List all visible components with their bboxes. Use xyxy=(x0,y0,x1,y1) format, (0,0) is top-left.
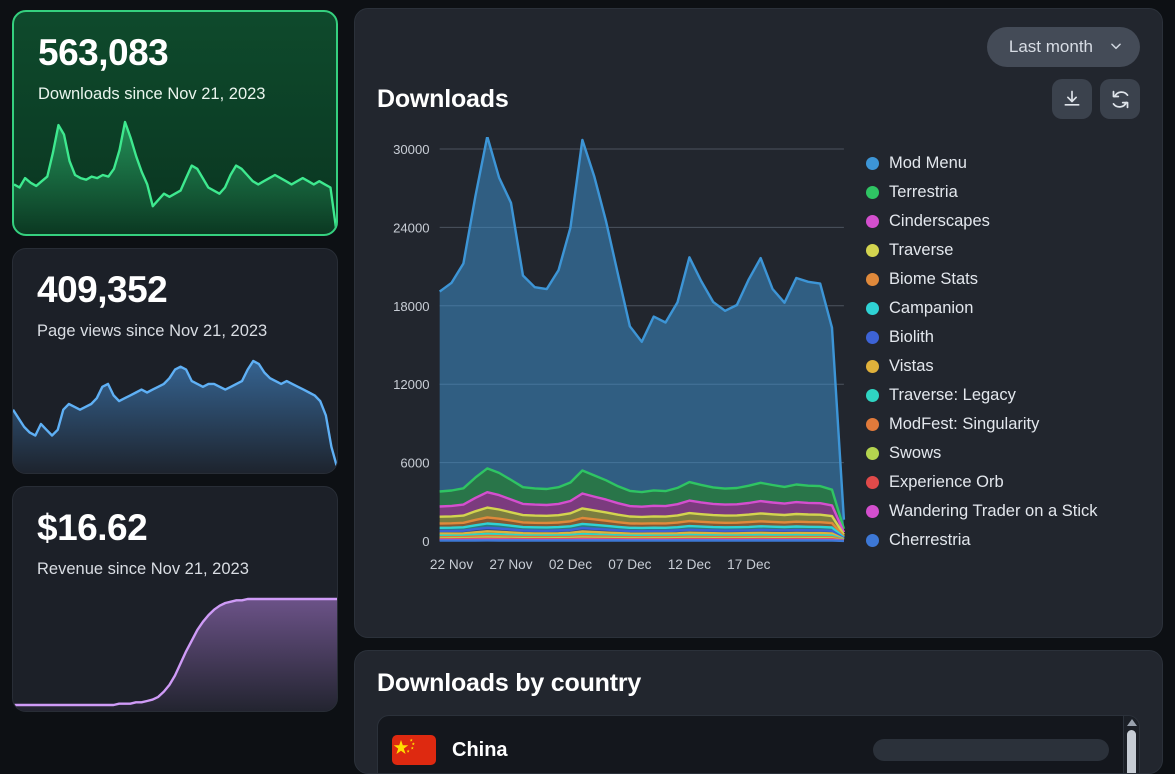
legend-item-experience-orb[interactable]: Experience Orb xyxy=(866,468,1140,497)
country-list: China xyxy=(378,716,1123,773)
svg-text:17 Dec: 17 Dec xyxy=(727,557,770,572)
legend-color-dot-icon xyxy=(866,505,879,518)
stat-label-revenue: Revenue since Nov 21, 2023 xyxy=(37,559,249,578)
stat-value-downloads: 563,083 xyxy=(38,32,169,73)
legend-color-dot-icon xyxy=(866,534,879,547)
legend-item-biolith[interactable]: Biolith xyxy=(866,323,1140,352)
stat-card-page-views-text: 409,352 Page views since Nov 21, 2023 xyxy=(13,249,337,342)
legend-item-cinderscapes[interactable]: Cinderscapes xyxy=(866,207,1140,236)
stat-card-page-views[interactable]: 409,352 Page views since Nov 21, 2023 xyxy=(12,248,338,474)
country-panel: Downloads by country China xyxy=(354,650,1163,774)
sparkline-downloads xyxy=(14,114,336,234)
legend-item-terrestria[interactable]: Terrestria xyxy=(866,178,1140,207)
svg-text:02 Dec: 02 Dec xyxy=(549,557,592,572)
scroll-up-arrow-icon[interactable] xyxy=(1126,719,1137,726)
scrollbar-thumb[interactable] xyxy=(1127,730,1136,773)
country-name: China xyxy=(452,738,508,761)
legend-item-wandering-trader-on-a-stick[interactable]: Wandering Trader on a Stick xyxy=(866,497,1140,526)
flag-icon-cn xyxy=(392,735,436,765)
legend-item-biome-stats[interactable]: Biome Stats xyxy=(866,265,1140,294)
sparkline-page-views xyxy=(13,353,337,473)
svg-text:24000: 24000 xyxy=(393,220,429,235)
svg-text:30000: 30000 xyxy=(393,142,429,157)
legend-item-traverse-legacy[interactable]: Traverse: Legacy xyxy=(866,381,1140,410)
legend-label: Biolith xyxy=(889,328,934,346)
legend-label: Vistas xyxy=(889,357,934,375)
legend-item-swows[interactable]: Swows xyxy=(866,439,1140,468)
legend-label: ModFest: Singularity xyxy=(889,415,1040,433)
svg-text:12 Dec: 12 Dec xyxy=(668,557,711,572)
legend-item-traverse[interactable]: Traverse xyxy=(866,236,1140,265)
legend-label: Cherrestria xyxy=(889,531,971,549)
svg-text:07 Dec: 07 Dec xyxy=(608,557,651,572)
legend-color-dot-icon xyxy=(866,476,879,489)
country-list-scrollbar[interactable] xyxy=(1123,716,1139,773)
legend-label: Experience Orb xyxy=(889,473,1004,491)
chart-area: 0 6000 12000 18000 24000 30000 22 Nov 27 Nov 02 … xyxy=(377,137,1140,587)
refresh-button[interactable] xyxy=(1100,79,1140,119)
svg-text:18000: 18000 xyxy=(393,299,429,314)
legend-label: Traverse: Legacy xyxy=(889,386,1016,404)
stat-label-page-views: Page views since Nov 21, 2023 xyxy=(37,321,268,340)
legend-label: Mod Menu xyxy=(889,154,967,172)
legend-item-vistas[interactable]: Vistas xyxy=(866,352,1140,381)
downloads-chart[interactable]: 0 6000 12000 18000 24000 30000 22 Nov 27 Nov 02 … xyxy=(377,137,852,587)
stat-label-downloads: Downloads since Nov 21, 2023 xyxy=(38,84,266,103)
country-progress-track xyxy=(873,739,1109,761)
chevron-down-icon xyxy=(1109,39,1122,52)
legend-color-dot-icon xyxy=(866,215,879,228)
legend-color-dot-icon xyxy=(866,360,879,373)
legend-label: Biome Stats xyxy=(889,270,978,288)
legend-item-campanion[interactable]: Campanion xyxy=(866,294,1140,323)
legend-color-dot-icon xyxy=(866,418,879,431)
chart-legend: Mod Menu Terrestria Cinderscapes Traverse Bi… xyxy=(852,137,1140,587)
stat-value-page-views: 409,352 xyxy=(37,269,168,310)
legend-label: Swows xyxy=(889,444,942,462)
download-button[interactable] xyxy=(1052,79,1092,119)
sparkline-revenue xyxy=(13,591,337,711)
main-column: Last month Downloads xyxy=(354,8,1163,774)
svg-text:6000: 6000 xyxy=(400,456,429,471)
stat-value-revenue: $16.62 xyxy=(37,507,148,548)
legend-label: Campanion xyxy=(889,299,974,317)
stat-card-downloads-text: 563,083 Downloads since Nov 21, 2023 xyxy=(14,12,336,105)
time-range-select[interactable]: Last month xyxy=(986,27,1140,67)
legend-label: Terrestria xyxy=(889,183,958,201)
stat-card-downloads[interactable]: 563,083 Downloads since Nov 21, 2023 xyxy=(12,10,338,236)
legend-color-dot-icon xyxy=(866,302,879,315)
panel-actions xyxy=(1052,79,1140,119)
svg-text:12000: 12000 xyxy=(393,377,429,392)
legend-item-modfest-singularity[interactable]: ModFest: Singularity xyxy=(866,410,1140,439)
country-panel-title: Downloads by country xyxy=(377,669,642,697)
legend-label: Traverse xyxy=(889,241,954,259)
legend-color-dot-icon xyxy=(866,389,879,402)
legend-item-mod-menu[interactable]: Mod Menu xyxy=(866,149,1140,178)
country-row[interactable]: China xyxy=(392,728,1109,772)
stats-column: 563,083 Downloads since Nov 21, 2023 xyxy=(12,8,338,774)
legend-label: Cinderscapes xyxy=(889,212,990,230)
stat-card-revenue-text: $16.62 Revenue since Nov 21, 2023 xyxy=(13,487,337,580)
legend-item-cherrestria[interactable]: Cherrestria xyxy=(866,526,1140,555)
svg-text:0: 0 xyxy=(422,534,429,549)
download-icon xyxy=(1062,89,1082,109)
stat-card-revenue[interactable]: $16.62 Revenue since Nov 21, 2023 xyxy=(12,486,338,712)
legend-color-dot-icon xyxy=(866,331,879,344)
svg-text:27 Nov: 27 Nov xyxy=(489,557,532,572)
refresh-icon xyxy=(1110,89,1131,110)
legend-color-dot-icon xyxy=(866,157,879,170)
page-title: Downloads xyxy=(377,84,509,113)
legend-color-dot-icon xyxy=(866,244,879,257)
country-list-container: China xyxy=(377,715,1140,773)
legend-color-dot-icon xyxy=(866,273,879,286)
svg-text:22 Nov: 22 Nov xyxy=(430,557,473,572)
downloads-panel: Last month Downloads xyxy=(354,8,1163,638)
downloads-panel-header: Downloads xyxy=(377,79,1140,119)
legend-color-dot-icon xyxy=(866,186,879,199)
range-row: Last month xyxy=(377,27,1140,67)
time-range-value: Last month xyxy=(1008,37,1093,56)
legend-label: Wandering Trader on a Stick xyxy=(889,502,1098,520)
legend-color-dot-icon xyxy=(866,447,879,460)
